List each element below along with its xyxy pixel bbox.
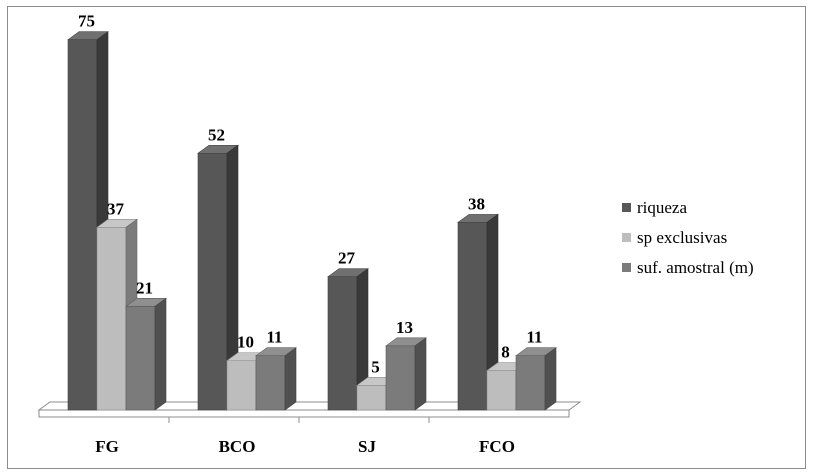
data-label: 11 — [526, 328, 542, 347]
bar-side — [154, 297, 167, 411]
legend-label: sp exclusivas — [637, 228, 727, 247]
bar-front — [515, 355, 546, 411]
bar-side — [544, 347, 557, 411]
category-label-bco: BCO — [219, 437, 256, 456]
bar-front — [96, 227, 127, 411]
legend-item: riqueza — [622, 198, 687, 217]
bar-side — [284, 347, 297, 411]
bar-front — [226, 360, 257, 411]
data-label: 21 — [136, 278, 153, 297]
bar-front — [67, 39, 98, 411]
bar-side — [414, 337, 427, 411]
data-label: 38 — [468, 194, 485, 213]
bar-series-group — [67, 31, 557, 411]
bar-front — [197, 152, 228, 411]
legend-label: riqueza — [637, 198, 687, 217]
bar-fco-s1 — [457, 213, 499, 411]
data-label: 10 — [237, 333, 254, 352]
data-label: 52 — [208, 125, 225, 144]
category-label-sj: SJ — [358, 437, 376, 456]
chart-floor — [37, 401, 582, 423]
legend-item: sp exclusivas — [622, 228, 727, 247]
bar-bco-s1 — [197, 144, 239, 411]
bar-front — [125, 306, 156, 411]
bar-fco-s3 — [515, 347, 557, 411]
category-label-fco: FCO — [479, 437, 515, 456]
bar-front — [356, 385, 387, 411]
legend-label: suf. amostral (m) — [637, 258, 754, 277]
bar-fg-s3 — [125, 297, 167, 411]
bar-front — [457, 222, 488, 411]
bar-front — [486, 370, 517, 411]
data-label-group: 75 37 21 52 10 11 27 5 13 38 8 11 — [78, 12, 543, 377]
bar-bco-s3 — [255, 347, 297, 411]
bar-front — [385, 345, 416, 411]
data-label: 75 — [78, 12, 95, 31]
chart-legend: riqueza sp exclusivas suf. amostral (m) — [622, 198, 754, 277]
data-label: 37 — [107, 199, 125, 218]
legend-swatch — [622, 203, 631, 212]
legend-swatch — [622, 233, 631, 242]
bar-front — [255, 355, 286, 411]
category-axis-labels: FG BCO SJ FCO — [95, 437, 515, 456]
category-label-fg: FG — [95, 437, 119, 456]
chart-floor-front — [38, 409, 570, 418]
data-label: 8 — [501, 343, 510, 362]
bar-front — [327, 276, 358, 411]
bar-sj-s1 — [327, 268, 369, 411]
data-label: 11 — [266, 328, 282, 347]
legend-swatch — [622, 263, 631, 272]
bar-sj-s3 — [385, 337, 427, 411]
data-label: 27 — [338, 249, 356, 268]
data-label: 5 — [371, 357, 380, 376]
data-label: 13 — [396, 318, 413, 337]
legend-item: suf. amostral (m) — [622, 258, 754, 277]
